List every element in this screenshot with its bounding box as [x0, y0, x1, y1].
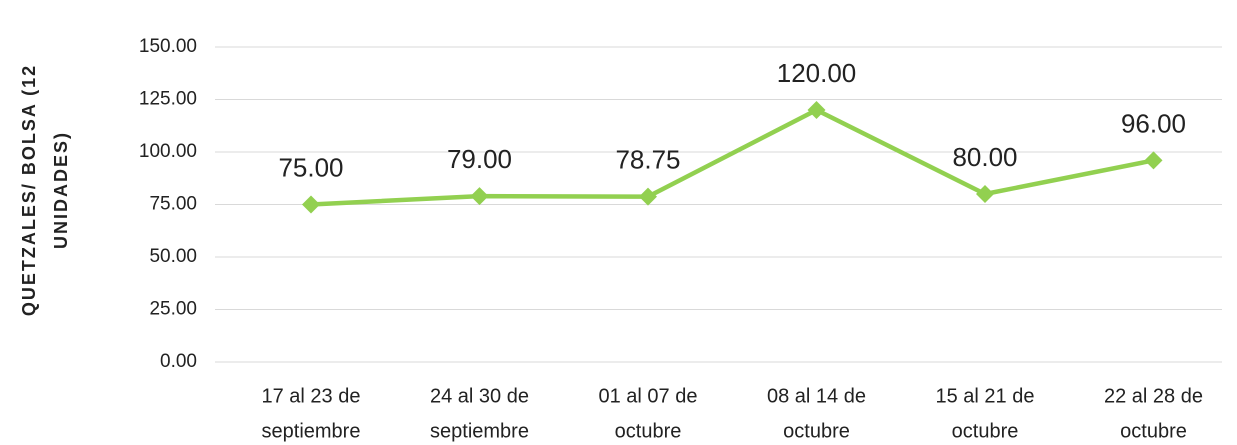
- x-tick-label: octubre: [615, 420, 682, 442]
- x-tick-label: 24 al 30 de: [430, 385, 529, 407]
- y-axis-title: QUETZALES/ BOLSA (12 UNIDADES): [19, 64, 71, 316]
- x-tick-label: 08 al 14 de: [767, 385, 866, 407]
- y-tick-label: 75.00: [149, 194, 197, 215]
- data-point: [1144, 151, 1163, 170]
- y-tick-label: 25.00: [149, 299, 197, 320]
- x-tick-label: 15 al 21 de: [936, 385, 1035, 407]
- x-tick-label: septiembre: [262, 420, 361, 442]
- data-line: [310, 107, 1154, 207]
- x-tick-label: 01 al 07 de: [599, 385, 698, 407]
- y-tick-label: 150.00: [139, 36, 197, 57]
- x-tick-label: octubre: [952, 420, 1019, 442]
- y-tick-label: 0.00: [160, 351, 197, 372]
- data-label: 75.00: [278, 152, 343, 182]
- data-label: 79.00: [447, 144, 512, 174]
- y-axis-title-line: QUETZALES/ BOLSA (12: [19, 64, 39, 316]
- data-point: [976, 185, 994, 203]
- y-tick-label: 50.00: [149, 246, 197, 267]
- data-point: [302, 195, 320, 214]
- x-tick-label: 22 al 28 de: [1104, 385, 1203, 407]
- x-tick-label: octubre: [783, 420, 850, 442]
- data-point: [639, 187, 657, 206]
- data-label: 96.00: [1121, 108, 1186, 138]
- data-label: 78.75: [615, 145, 680, 175]
- x-tick-label: septiembre: [430, 420, 529, 442]
- x-tick-label: 17 al 23 de: [262, 385, 361, 407]
- data-point: [807, 101, 826, 119]
- data-label: 80.00: [952, 142, 1017, 172]
- data-label: 120.00: [777, 58, 857, 88]
- y-axis-title-line: UNIDADES): [51, 131, 71, 249]
- x-tick-label: octubre: [1120, 420, 1187, 442]
- y-tick-label: 100.00: [139, 141, 197, 162]
- y-tick-label: 125.00: [139, 89, 197, 110]
- data-point: [470, 187, 489, 206]
